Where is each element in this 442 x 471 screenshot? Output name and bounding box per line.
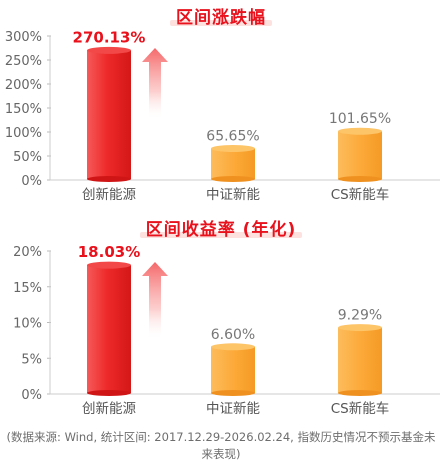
x-category-label: 创新能源 (82, 401, 136, 417)
bar (211, 346, 255, 393)
y-tick-label: 100% (5, 126, 42, 141)
y-tick-label: 50% (13, 150, 42, 165)
chart1-title-text: 区间涨跌幅 (176, 8, 266, 28)
bar-value-label: 65.65% (206, 128, 259, 144)
bar-base (211, 176, 255, 182)
growth-arrow-icon (142, 48, 168, 120)
growth-arrow-icon (142, 262, 168, 340)
bar-value-label: 270.13% (73, 28, 146, 46)
bar-base (338, 176, 382, 182)
bar (211, 148, 255, 179)
bar-value-label: 101.65% (329, 111, 391, 127)
bar-top (87, 46, 131, 54)
y-tick-label: 0% (21, 388, 42, 403)
bar-value-label: 6.60% (211, 327, 255, 343)
y-tick-label: 5% (21, 352, 42, 367)
bar (338, 327, 382, 393)
chart1-title: 区间涨跌幅 (170, 3, 272, 28)
bar (87, 50, 131, 179)
x-category-label: 中证新能 (206, 187, 260, 203)
y-tick-label: 200% (5, 78, 42, 93)
y-tick-label: 150% (5, 102, 42, 117)
chart2-title-text: 区间收益率 (年化) (145, 220, 297, 240)
bar-base (87, 176, 131, 182)
bar-value-label: 9.29% (338, 308, 382, 324)
x-category-label: 中证新能 (206, 401, 260, 417)
chart2-title: 区间收益率 (年化) (139, 215, 303, 240)
bar-top (211, 144, 255, 152)
y-tick-label: 15% (13, 281, 42, 296)
y-tick-label: 250% (5, 54, 42, 69)
x-category-label: 创新能源 (82, 187, 136, 203)
x-category-label: CS新能车 (331, 186, 390, 203)
bar-top (338, 127, 382, 135)
x-category-label: CS新能车 (331, 400, 390, 417)
chart2-title-wrap: 区间收益率 (年化) (0, 215, 442, 240)
bar-base (338, 390, 382, 396)
y-tick-label: 300% (5, 30, 42, 45)
bar-top (338, 324, 382, 332)
bar-top (87, 261, 131, 269)
y-tick-label: 10% (13, 317, 42, 332)
bar (87, 265, 131, 393)
y-tick-label: 20% (13, 245, 42, 260)
bar-value-label: 18.03% (78, 243, 140, 261)
bar-base (87, 390, 131, 396)
bar-base (211, 390, 255, 396)
bar-top (211, 343, 255, 351)
y-tick-label: 0% (21, 174, 42, 189)
footnote: (数据来源: Wind, 统计区间: 2017.12.29-2026.02.24… (6, 430, 436, 461)
bar (338, 131, 382, 179)
chart1-title-wrap: 区间涨跌幅 (0, 3, 442, 28)
